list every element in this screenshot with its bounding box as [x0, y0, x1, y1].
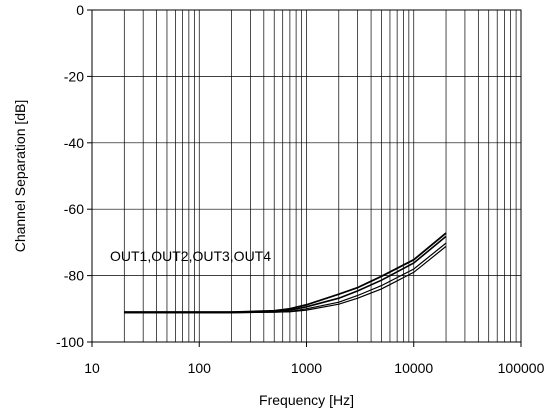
grid-lines — [92, 10, 521, 342]
y-tick-label: -100 — [56, 334, 84, 350]
y-tick-label: -40 — [64, 135, 84, 151]
series-line-1 — [124, 232, 447, 314]
x-tick-label: 1000 — [291, 360, 322, 376]
x-tick-label: 10000 — [394, 360, 433, 376]
y-tick-label: -60 — [64, 201, 84, 217]
data-series — [124, 232, 447, 314]
x-tick-label: 100000 — [498, 360, 545, 376]
series-line-4 — [124, 245, 447, 314]
x-tick-label: 10 — [84, 360, 100, 376]
y-tick-label: 0 — [76, 2, 84, 18]
y-tick-label: -20 — [64, 68, 84, 84]
y-tick-label: -80 — [64, 268, 84, 284]
series-annotation: OUT1,OUT2,OUT3,OUT4 — [110, 248, 271, 264]
series-line-2 — [124, 235, 447, 313]
x-tick-label: 100 — [188, 360, 212, 376]
x-axis-label: Frequency [Hz] — [259, 392, 354, 408]
y-axis-label: Channel Separation [dB] — [12, 100, 28, 253]
